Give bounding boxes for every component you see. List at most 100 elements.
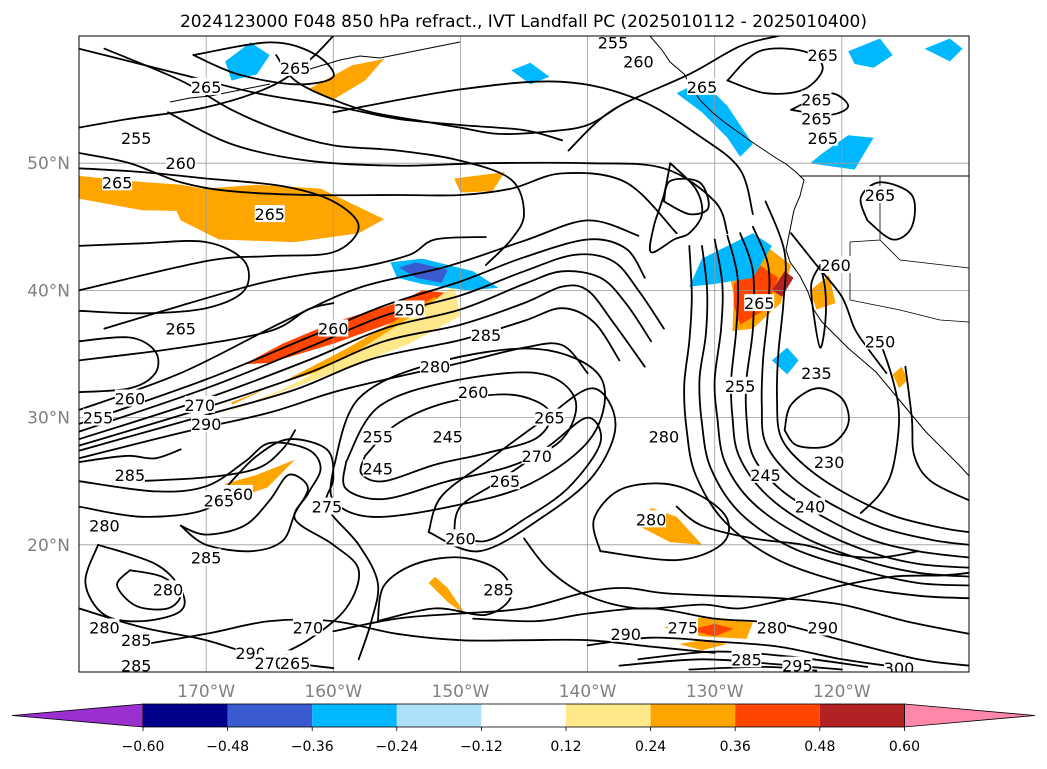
colorbar-bin-8 — [735, 704, 820, 727]
contour-label-62: 265 — [808, 46, 839, 65]
contour-label-bg-32 — [121, 656, 152, 672]
contour-label-24: 275 — [312, 498, 343, 517]
contour-label-bg-16 — [432, 427, 463, 445]
contour-label-48: 245 — [750, 466, 781, 485]
contour-label-31: 285 — [121, 631, 152, 650]
contour-line-52 — [790, 232, 888, 374]
anomaly-region-17 — [454, 172, 505, 193]
contour-line-42 — [592, 482, 730, 562]
contour-label-bg-10 — [114, 389, 145, 407]
contour-label-30: 280 — [89, 618, 120, 637]
contour-label-bg-51 — [814, 453, 845, 471]
contour-label-2: 260 — [165, 154, 196, 173]
contour-label-bg-39 — [667, 618, 698, 636]
contour-label-7: 250 — [394, 300, 425, 319]
contour-line-27 — [103, 47, 525, 266]
colorbar-tick-label-2: −0.36 — [291, 739, 334, 755]
y-axis-ticks: 20°N 30°N 40°N 50°N — [27, 154, 70, 556]
contour-label-0: 265 — [191, 78, 222, 97]
contour-label-27: 285 — [191, 549, 222, 568]
contour-line-41 — [675, 505, 919, 559]
contour-label-60: 260 — [623, 52, 654, 71]
contour-label-bg-58 — [807, 128, 838, 146]
contour-label-bg-57 — [801, 109, 832, 127]
colorbar-frame — [142, 703, 905, 728]
contour-label-bg-35 — [254, 654, 285, 672]
contour-label-bg-12 — [184, 395, 215, 413]
contour-label-59: 255 — [598, 33, 629, 52]
contour-line-46 — [586, 636, 907, 670]
contour-label-bg-53 — [744, 294, 775, 312]
contour-label-bg-41 — [807, 618, 838, 636]
anomaly-region-22 — [225, 42, 270, 81]
contour-label-bg-43 — [782, 656, 813, 672]
contour-line-54 — [810, 264, 827, 349]
contour-line-37 — [84, 543, 186, 623]
contour-line-56 — [726, 47, 824, 95]
contour-line-32 — [79, 240, 250, 315]
x-tick-label-2: 150°W — [432, 682, 490, 702]
contour-label-16: 245 — [432, 428, 463, 447]
anomaly-region-15 — [689, 623, 734, 637]
contour-label-bg-47 — [725, 376, 756, 394]
colorbar-tick-label-9: 0.60 — [889, 739, 920, 755]
colorbar-tick-label-7: 0.36 — [720, 739, 751, 755]
contour-label-bg-3 — [102, 173, 133, 191]
contour-line-2 — [79, 253, 665, 433]
contour-line-39 — [376, 556, 513, 622]
anomaly-region-24 — [924, 38, 963, 62]
contour-label-bg-17 — [362, 427, 393, 445]
map-frame — [78, 35, 970, 673]
colorbar-bin-7 — [650, 704, 736, 727]
contour-label-8: 285 — [471, 326, 502, 345]
contour-line-20 — [648, 162, 704, 254]
contour-label-17: 255 — [363, 428, 394, 447]
contour-line-55 — [192, 41, 335, 86]
contour-label-1: 255 — [121, 129, 152, 148]
contour-label-bg-49 — [795, 497, 826, 515]
contour-label-bg-38 — [610, 624, 641, 642]
contour-label-38: 290 — [610, 625, 641, 644]
contour-label-bg-31 — [121, 631, 152, 649]
contour-line-43 — [79, 448, 182, 463]
contour-line-29 — [103, 236, 487, 330]
contour-label-bg-8 — [470, 325, 501, 343]
contour-line-28 — [275, 54, 621, 135]
contour-label-bg-18 — [362, 459, 393, 477]
contour-label-52: 250 — [865, 332, 896, 351]
contour-label-bg-48 — [750, 465, 781, 483]
y-tick-label-0: 20°N — [27, 536, 70, 556]
contour-label-50: 235 — [801, 364, 832, 383]
contour-line-13 — [739, 232, 969, 559]
contour-line-5 — [79, 284, 646, 447]
x-tick-label-4: 130°W — [686, 682, 744, 702]
contour-label-12: 270 — [185, 396, 216, 415]
contour-label-61: 265 — [687, 78, 718, 97]
contour-label-51: 230 — [814, 453, 845, 472]
contour-label-46: 280 — [649, 428, 680, 447]
contour-line-34 — [79, 441, 361, 661]
contour-label-5: 265 — [165, 320, 196, 339]
x-tick-label-5: 120°W — [813, 682, 871, 702]
colorbar-bin-1 — [143, 704, 228, 727]
contour-label-bg-46 — [648, 427, 679, 445]
y-tick-label-2: 40°N — [27, 281, 70, 301]
anomaly-region-16 — [428, 576, 467, 616]
contour-label-bg-26 — [445, 529, 476, 547]
contour-line-10 — [329, 347, 606, 518]
contour-line-61 — [135, 429, 296, 483]
contour-label-44: 300 — [884, 659, 915, 678]
contour-line-18 — [764, 200, 969, 533]
colorbar-tick-label-4: −0.12 — [460, 739, 503, 755]
contour-label-bg-62 — [807, 46, 838, 64]
contour-line-33 — [79, 336, 160, 394]
contour-label-bg-9 — [420, 357, 450, 375]
contour-line-24 — [79, 152, 678, 235]
contour-label-bg-19 — [521, 446, 552, 464]
contour-label-bg-11 — [83, 408, 114, 426]
contour-label-bg-30 — [89, 618, 120, 636]
contour-label-bg-63 — [280, 58, 311, 76]
